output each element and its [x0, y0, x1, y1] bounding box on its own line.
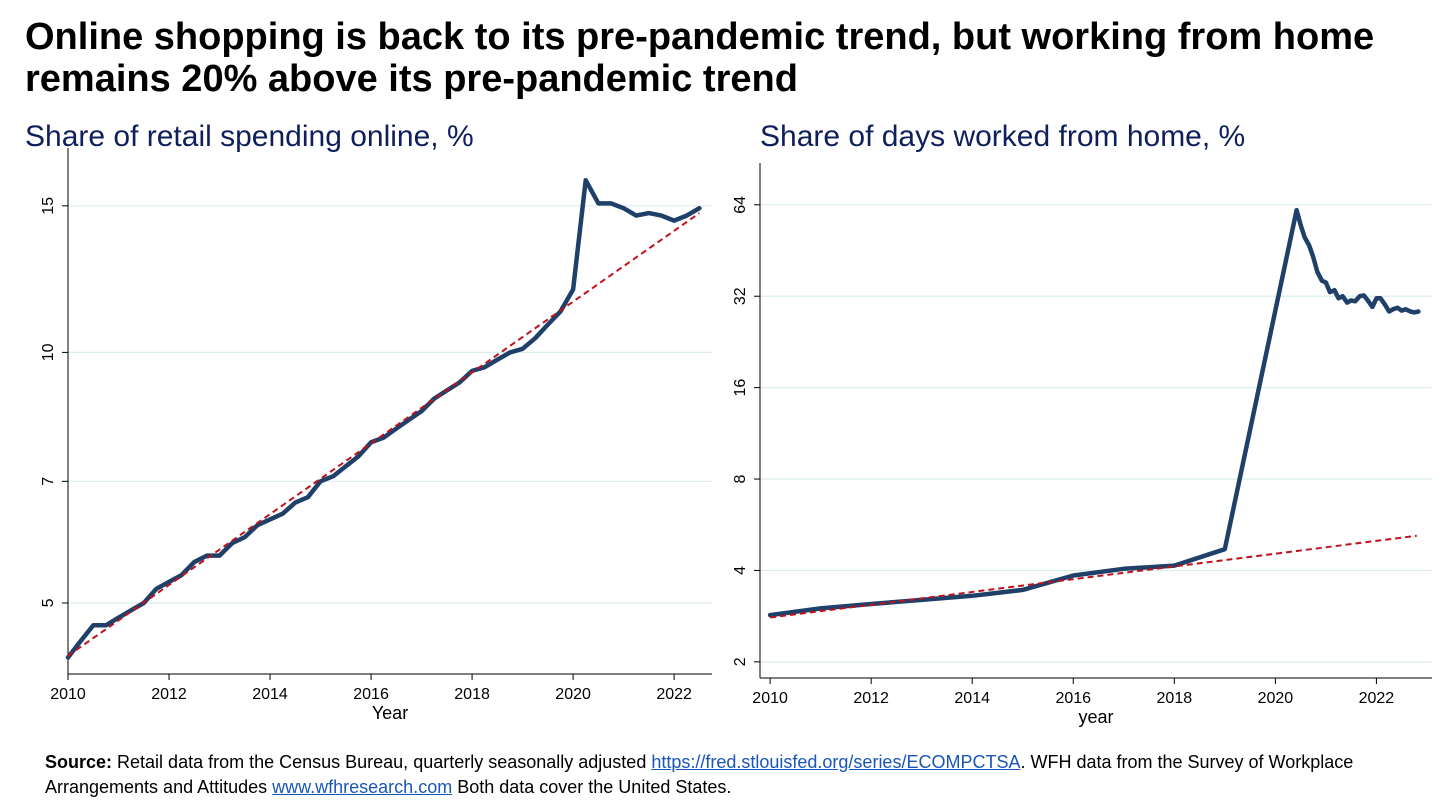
x-tick-label: 2012 — [151, 686, 187, 703]
y-tick-label: 8 — [732, 474, 749, 483]
x-tick-label: 2020 — [1258, 690, 1294, 707]
x-tick-label: 2012 — [853, 690, 889, 707]
x-tick-label: 2020 — [555, 686, 591, 703]
data-series-line — [65, 177, 702, 660]
y-tick-label: 7 — [40, 477, 57, 486]
x-axis-title: Year — [372, 703, 408, 723]
wfhresearch-link[interactable]: www.wfhresearch.com — [272, 777, 453, 797]
source-footnote: Source: Retail data from the Census Bure… — [45, 750, 1430, 800]
right-chart-title: Share of days worked from home, % — [760, 120, 1246, 153]
data-series-line — [767, 207, 1421, 618]
source-text-retail: Retail data from the Census Bureau, quar… — [112, 752, 652, 772]
y-tick-label: 10 — [40, 343, 57, 361]
x-axis-title: year — [1078, 707, 1113, 727]
y-tick-label: 15 — [40, 197, 57, 215]
x-tick-label: 2018 — [454, 686, 490, 703]
x-tick-label: 2016 — [1055, 690, 1091, 707]
left-chart-title: Share of retail spending online, % — [25, 120, 474, 153]
x-tick-label: 2022 — [656, 686, 692, 703]
x-tick-label: 2010 — [752, 690, 788, 707]
y-tick-label: 2 — [732, 657, 749, 666]
x-tick-label: 2022 — [1359, 690, 1395, 707]
y-tick-label: 64 — [732, 196, 749, 214]
y-tick-label: 4 — [732, 566, 749, 575]
x-tick-label: 2016 — [353, 686, 389, 703]
y-tick-label: 5 — [40, 598, 57, 607]
source-text-coverage: Both data cover the United States. — [452, 777, 732, 797]
y-tick-label: 32 — [732, 287, 749, 305]
y-tick-label: 16 — [732, 379, 749, 397]
fred-link[interactable]: https://fred.stlouisfed.org/series/ECOMP… — [651, 752, 1021, 772]
source-text-wfh: . WFH data from the Survey of Workplace … — [45, 752, 1354, 797]
x-tick-label: 2010 — [50, 686, 86, 703]
x-tick-label: 2014 — [252, 686, 288, 703]
x-tick-label: 2014 — [954, 690, 990, 707]
trend-line — [67, 212, 700, 657]
source-label: Source: — [45, 752, 113, 772]
headline: Online shopping is back to its pre-pande… — [25, 16, 1375, 100]
trend-line — [769, 534, 1417, 619]
x-tick-label: 2018 — [1157, 690, 1193, 707]
